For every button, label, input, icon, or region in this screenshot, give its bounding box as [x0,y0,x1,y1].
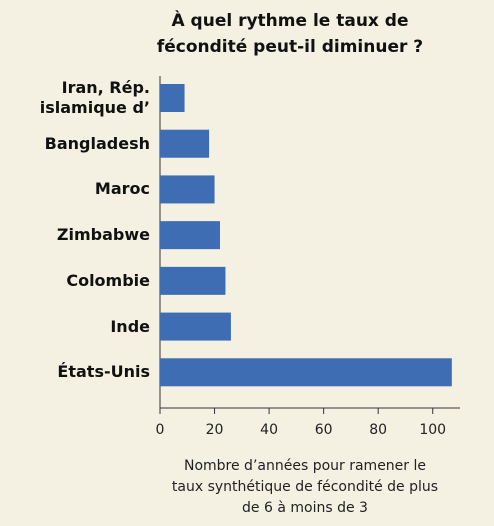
chart-title: À quel rythme le taux de fécondité peut-… [156,11,424,57]
bar [160,221,220,250]
x-axis-label: Nombre d’années pour ramener le taux syn… [171,458,439,516]
bar [160,266,226,295]
y-tick-label: États-Unis [57,362,150,382]
x-tick-label: 0 [156,422,165,438]
y-tick-label: Zimbabwe [56,225,150,245]
bar [160,175,215,204]
x-tick-label: 60 [315,422,333,438]
bar [160,129,210,158]
x-tick-label: 20 [206,422,224,438]
y-tick-label: Colombie [66,270,150,290]
bar [160,84,185,112]
y-tick-label: Maroc [94,179,150,199]
x-tick-label: 100 [419,422,446,438]
y-tick-label: Iran, Rép. islamique d’ [39,78,150,117]
y-tick-label: Inde [110,316,150,336]
x-tick-label: 40 [260,422,278,438]
bar [160,312,231,341]
y-tick-label: Bangladesh [44,133,150,153]
x-tick-label: 80 [369,422,387,438]
bar [160,358,452,387]
